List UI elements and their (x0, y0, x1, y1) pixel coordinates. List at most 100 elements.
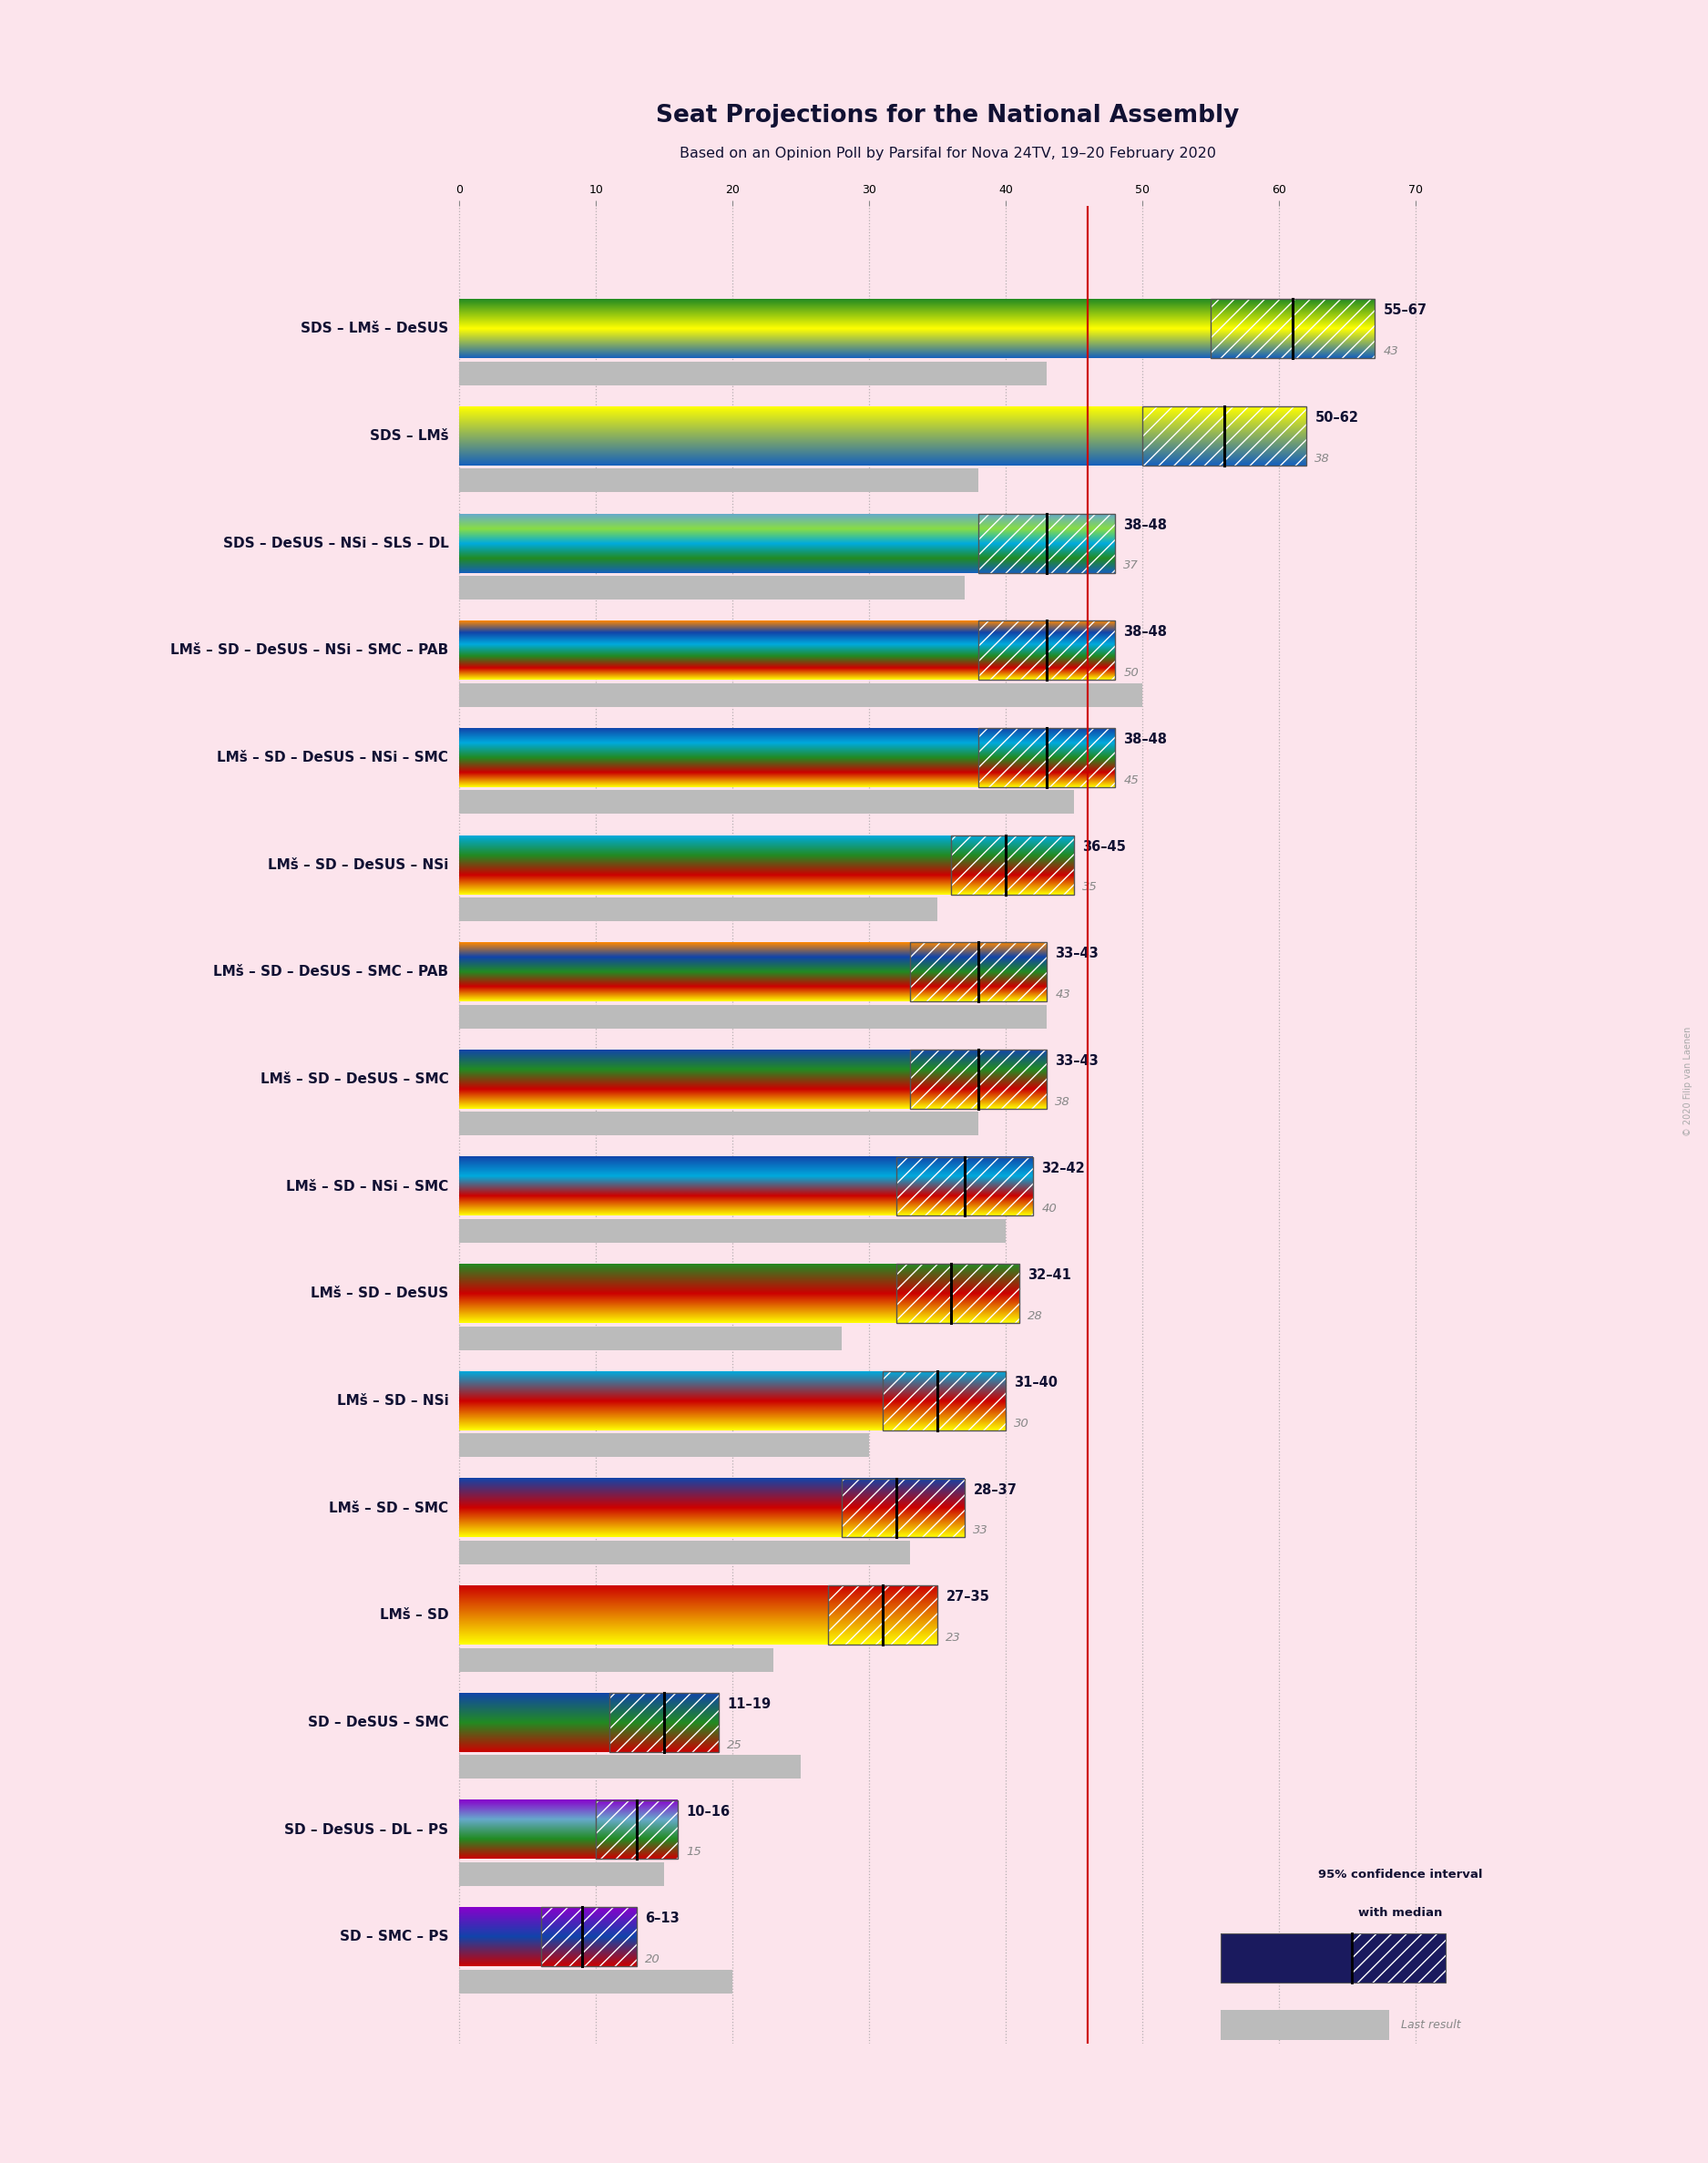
Text: 30: 30 (1015, 1417, 1030, 1430)
Text: 32–41: 32–41 (1028, 1268, 1071, 1283)
Text: SDS – LMš – DeSUS: SDS – LMš – DeSUS (301, 322, 449, 335)
Bar (842, 1479, 965, 1538)
Bar (842, 1479, 965, 1538)
Text: 37: 37 (1124, 560, 1139, 571)
Bar (459, 1326, 842, 1350)
Text: 28–37: 28–37 (974, 1484, 1016, 1497)
Bar (459, 1220, 1006, 1244)
Text: 11–19: 11–19 (728, 1698, 770, 1711)
Text: with median: with median (1358, 1908, 1443, 1919)
Text: 50–62: 50–62 (1315, 411, 1358, 424)
Text: 36–45: 36–45 (1083, 839, 1126, 854)
Text: 43: 43 (1383, 346, 1399, 357)
Bar (596, 1800, 678, 1860)
Bar (897, 1157, 1033, 1216)
Text: LMš – SD: LMš – SD (379, 1609, 449, 1622)
Bar (910, 1049, 1047, 1110)
Bar (459, 1540, 910, 1564)
Bar (979, 621, 1115, 679)
Text: 6–13: 6–13 (646, 1912, 680, 1925)
Bar (979, 513, 1115, 573)
Text: SDS – LMš: SDS – LMš (369, 428, 449, 443)
Text: SD – DeSUS – DL – PS: SD – DeSUS – DL – PS (285, 1823, 449, 1836)
Text: LMš – SD – DeSUS – SMC – PAB: LMš – SD – DeSUS – SMC – PAB (214, 965, 449, 980)
Bar (910, 943, 1047, 1001)
Bar (910, 943, 1047, 1001)
Bar (459, 1112, 979, 1136)
Bar (1220, 1934, 1445, 1983)
Bar (979, 513, 1115, 573)
Text: LMš – SD – DeSUS: LMš – SD – DeSUS (311, 1287, 449, 1300)
Text: SD – SMC – PS: SD – SMC – PS (340, 1929, 449, 1945)
Text: LMš – SD – DeSUS – NSi – SMC: LMš – SD – DeSUS – NSi – SMC (217, 751, 449, 764)
Text: LMš – SD – DeSUS – NSi – SMC – PAB: LMš – SD – DeSUS – NSi – SMC – PAB (171, 645, 449, 658)
Text: 15: 15 (687, 1847, 702, 1858)
Bar (541, 1908, 637, 1966)
Text: 25: 25 (728, 1739, 743, 1750)
Text: 43: 43 (1056, 988, 1071, 1001)
Bar (1211, 298, 1375, 359)
Text: 40: 40 (1042, 1203, 1057, 1216)
Bar (459, 1754, 801, 1778)
Bar (910, 1049, 1047, 1110)
Text: SDS – DeSUS – NSi – SLS – DL: SDS – DeSUS – NSi – SLS – DL (222, 536, 449, 549)
Bar (459, 684, 1143, 707)
Bar (459, 1434, 869, 1458)
Text: 20: 20 (646, 1953, 661, 1966)
Text: 10–16: 10–16 (687, 1804, 729, 1819)
Text: Last result: Last result (1401, 2018, 1460, 2031)
Bar (951, 835, 1074, 893)
Text: 38–48: 38–48 (1124, 625, 1167, 638)
Text: 55–67: 55–67 (1383, 303, 1426, 318)
Text: 32–42: 32–42 (1042, 1162, 1085, 1175)
Text: LMš – SD – NSi: LMš – SD – NSi (336, 1393, 449, 1408)
Bar (459, 1970, 733, 1992)
Bar (459, 898, 938, 921)
Bar (828, 1585, 938, 1644)
Text: 38: 38 (1315, 452, 1331, 465)
Text: 31–40: 31–40 (1015, 1376, 1057, 1389)
Text: LMš – SD – DeSUS – NSi: LMš – SD – DeSUS – NSi (268, 859, 449, 872)
Bar (897, 1157, 1033, 1216)
Bar (883, 1371, 1006, 1430)
Bar (1143, 407, 1307, 465)
Text: 35: 35 (1083, 880, 1098, 893)
Bar (1220, 1934, 1351, 1983)
Text: 95% confidence interval: 95% confidence interval (1319, 1869, 1483, 1880)
Text: 38–48: 38–48 (1124, 519, 1167, 532)
Text: 28: 28 (1028, 1311, 1044, 1322)
Bar (596, 1800, 678, 1860)
Text: LMš – SD – NSi – SMC: LMš – SD – NSi – SMC (287, 1179, 449, 1194)
Text: 33–43: 33–43 (1056, 947, 1098, 960)
Text: Based on an Opinion Poll by Parsifal for Nova 24TV, 19–20 February 2020: Based on an Opinion Poll by Parsifal for… (680, 147, 1216, 160)
Text: 33: 33 (974, 1525, 989, 1536)
Bar (459, 361, 1047, 385)
Bar (1211, 298, 1375, 359)
Bar (828, 1585, 938, 1644)
Bar (979, 729, 1115, 787)
Text: 23: 23 (946, 1631, 962, 1644)
Text: SD – DeSUS – SMC: SD – DeSUS – SMC (307, 1715, 449, 1728)
Text: 27–35: 27–35 (946, 1590, 989, 1603)
Bar (1351, 1934, 1445, 1983)
Bar (1220, 2009, 1389, 2040)
Text: 38–48: 38–48 (1124, 733, 1167, 746)
Bar (610, 1694, 719, 1752)
Text: Seat Projections for the National Assembly: Seat Projections for the National Assemb… (656, 104, 1240, 128)
Text: 50: 50 (1124, 666, 1139, 679)
Bar (459, 1862, 664, 1886)
Text: LMš – SD – DeSUS – SMC: LMš – SD – DeSUS – SMC (260, 1073, 449, 1086)
Bar (1351, 1934, 1445, 1983)
Bar (610, 1694, 719, 1752)
Text: 45: 45 (1124, 774, 1139, 785)
Text: 33–43: 33–43 (1056, 1053, 1098, 1069)
Text: © 2020 Filip van Laenen: © 2020 Filip van Laenen (1682, 1027, 1693, 1136)
Bar (897, 1263, 1020, 1324)
Bar (951, 835, 1074, 893)
Bar (979, 729, 1115, 787)
Bar (459, 789, 1074, 813)
Bar (1143, 407, 1307, 465)
Bar (459, 1648, 774, 1672)
Text: 38: 38 (1056, 1097, 1071, 1107)
Bar (897, 1263, 1020, 1324)
